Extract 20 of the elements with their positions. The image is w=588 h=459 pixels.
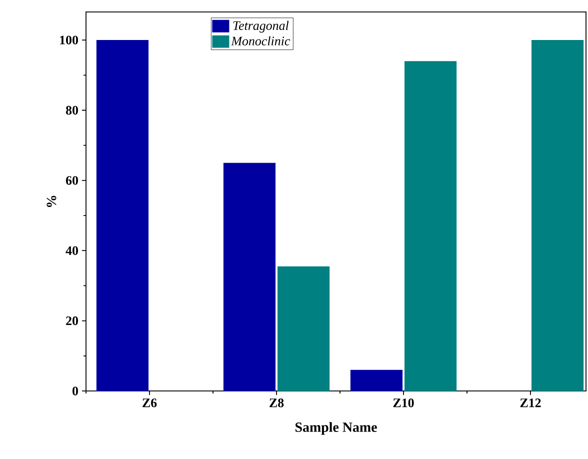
y-tick-label: 60: [66, 176, 78, 185]
y-tick-label: 100: [60, 36, 78, 44]
y-tick-label: 40: [66, 246, 78, 255]
x-tick-label: Z10: [393, 398, 414, 408]
bar: [404, 61, 457, 391]
y-tick-label: 0: [72, 386, 78, 396]
y-axis-title: %: [46, 196, 56, 208]
legend-label: Monoclinic: [231, 36, 290, 46]
x-tick-label: Z12: [520, 398, 541, 408]
bar: [532, 40, 584, 391]
bar: [278, 266, 330, 391]
y-tick-label: 80: [66, 106, 78, 115]
x-tick-label: Z6: [142, 398, 157, 408]
legend-label: Tetragonal: [233, 20, 289, 33]
bar: [96, 40, 149, 391]
y-tick-label: 20: [66, 316, 78, 326]
bar: [223, 162, 276, 391]
x-tick-label: Z8: [270, 398, 284, 408]
x-axis-title: Sample Name: [296, 422, 377, 435]
bar: [350, 370, 403, 391]
